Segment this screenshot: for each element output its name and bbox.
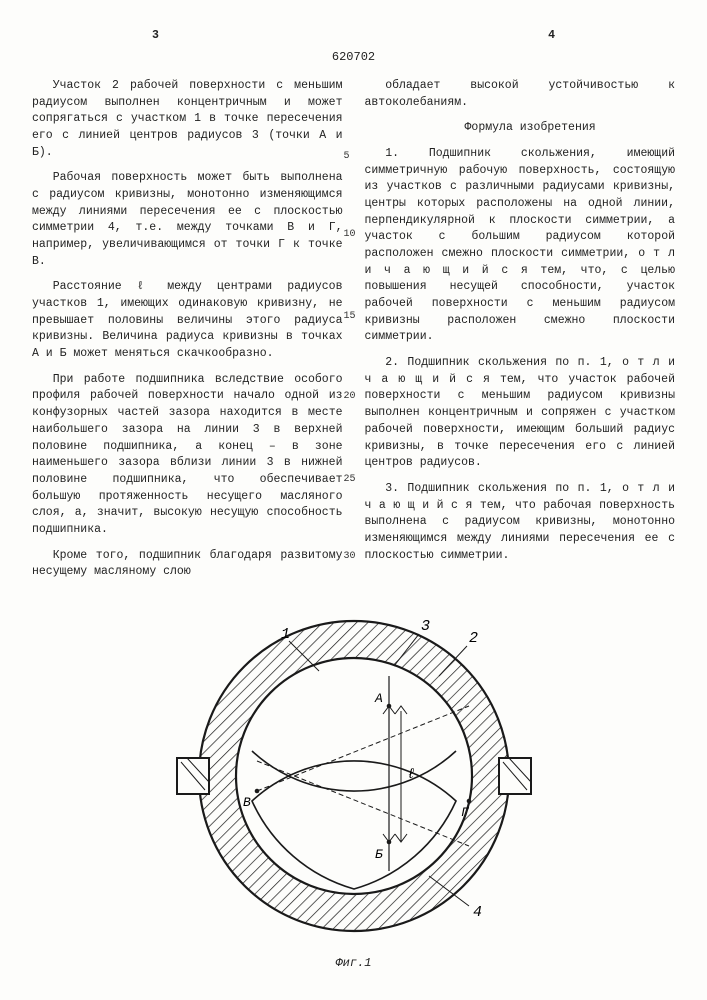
bearing-diagram: 1 2 3 4 А Б В Г ℓ <box>169 606 539 946</box>
left-column: Участок 2 рабочей поверхности с меньшим … <box>32 78 343 590</box>
line-num: 5 <box>344 150 350 165</box>
label-4: 4 <box>473 904 482 921</box>
page-left: 3 <box>152 28 159 45</box>
claims-title: Формула изобретения <box>365 120 676 137</box>
para: Участок 2 рабочей поверхности с меньшим … <box>32 78 343 161</box>
label-B: Б <box>375 847 383 862</box>
para: Кроме того, подшипник благодаря развитом… <box>32 548 343 581</box>
claim-text: 2. Подшипник скольжения по п. 1, <box>385 356 622 369</box>
label-2: 2 <box>469 630 478 647</box>
label-V: В <box>243 795 251 810</box>
figure-caption: Фиг.1 <box>32 955 675 972</box>
line-num: 15 <box>344 310 356 325</box>
line-num: 30 <box>344 550 356 565</box>
label-A: А <box>374 691 383 706</box>
label-G: Г <box>461 805 470 820</box>
para: При работе подшипника вследствие особого… <box>32 372 343 539</box>
label-3: 3 <box>421 618 430 635</box>
line-num: 20 <box>344 390 356 405</box>
claim: 2. Подшипник скольжения по п. 1, о т л и… <box>365 355 676 472</box>
para: Рабочая поверхность может быть выполнена… <box>32 170 343 270</box>
claim-text: 1. Подшипник скольжения, имеющий симметр… <box>365 147 676 260</box>
label-ell: ℓ <box>407 767 415 783</box>
line-num: 10 <box>344 228 356 243</box>
label-1: 1 <box>281 626 290 643</box>
claim-text: тем, что участок рабочей поверхности с м… <box>365 373 676 469</box>
figure-1: 1 2 3 4 А Б В Г ℓ Фиг.1 <box>32 606 675 972</box>
claim: 3. Подшипник скольжения по п. 1, о т л и… <box>365 481 676 564</box>
doc-number: 620702 <box>32 49 675 66</box>
para: обладает высокой устойчивостью к автокол… <box>365 78 676 111</box>
claim-text: 3. Подшипник скольжения по п. 1, <box>385 482 622 495</box>
page-right: 4 <box>548 28 555 45</box>
body-columns: Участок 2 рабочей поверхности с меньшим … <box>32 78 675 590</box>
claim: 1. Подшипник скольжения, имеющий симметр… <box>365 146 676 346</box>
para: Расстояние ℓ между центрами радиусов уча… <box>32 279 343 362</box>
page-numbers: 3 4 <box>32 28 675 45</box>
right-column: обладает высокой устойчивостью к автокол… <box>365 78 676 590</box>
line-num: 25 <box>344 473 356 488</box>
